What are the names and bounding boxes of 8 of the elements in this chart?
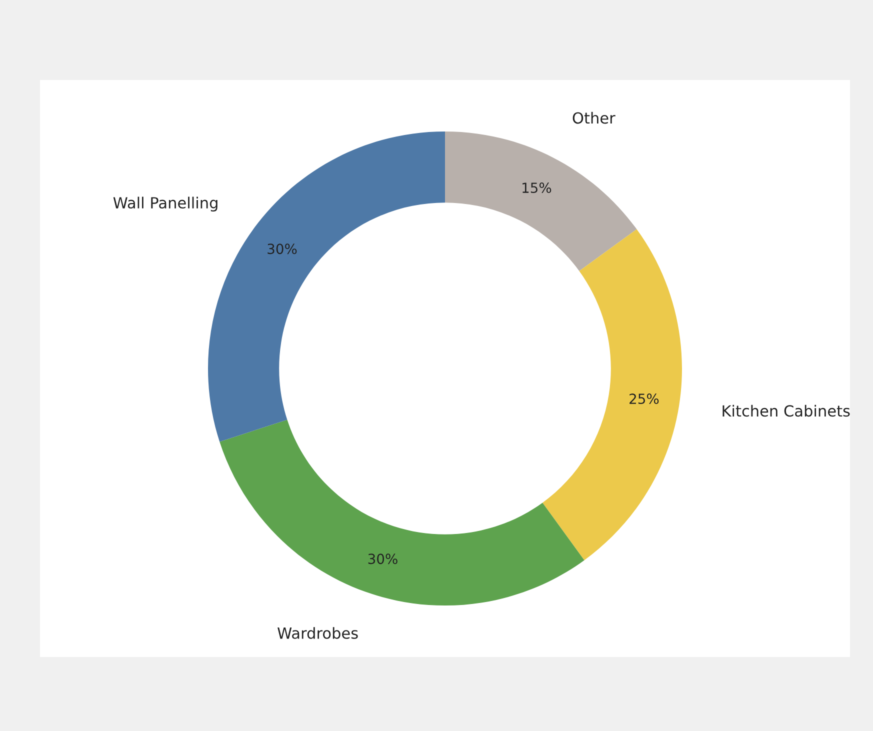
data-label: 30% [268, 244, 297, 254]
data-label: 30% [368, 554, 398, 564]
slice-label: Wall Panelling [113, 196, 218, 212]
slice-label: Kitchen Cabinets [722, 404, 850, 417]
slice-label: Wardrobes [278, 627, 358, 639]
slice-label: Other [572, 112, 616, 124]
data-label: 15% [522, 182, 552, 194]
data-label: 25% [630, 394, 659, 404]
